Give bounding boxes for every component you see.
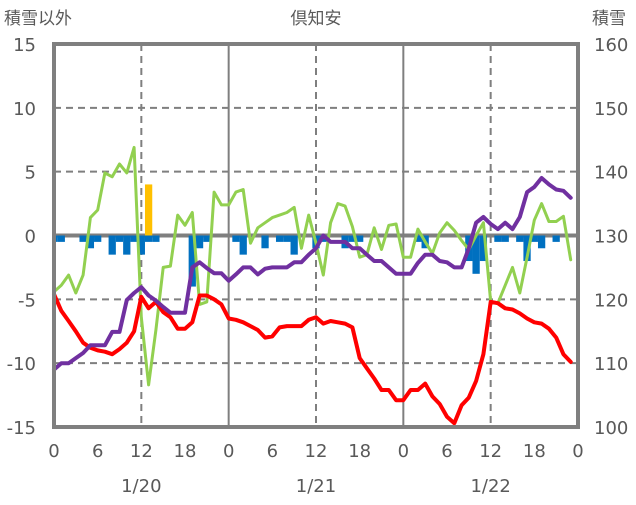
x-tick-label: 0	[572, 441, 583, 462]
date-label: 1/20	[121, 476, 161, 497]
x-tick-label: 6	[267, 441, 278, 462]
bar	[144, 235, 153, 242]
bar	[356, 235, 364, 242]
bar	[472, 235, 480, 274]
y-tick-label: 5	[25, 163, 36, 184]
bar	[530, 235, 538, 242]
x-tick-label: 6	[92, 441, 103, 462]
bar	[57, 235, 65, 242]
date-label: 1/21	[296, 476, 336, 497]
plot-border	[52, 42, 580, 429]
bar	[283, 235, 291, 242]
bar	[348, 235, 357, 242]
line-series	[52, 145, 573, 426]
bar	[188, 235, 196, 287]
bar	[152, 235, 160, 242]
y2-tick-label: 130	[594, 227, 628, 248]
x-tick-label: 0	[223, 441, 234, 462]
bar	[137, 235, 145, 255]
bar	[523, 235, 531, 262]
x-tick-label: 0	[398, 441, 409, 462]
x-tick-label: 12	[479, 441, 502, 462]
right-axis-title: 積雪	[592, 9, 626, 29]
bar	[79, 235, 87, 242]
date-label: 1/22	[470, 476, 510, 497]
bar	[552, 235, 560, 242]
y2-tick-label: 160	[594, 35, 628, 56]
bar	[232, 235, 240, 242]
y-tick-label: -5	[18, 290, 36, 311]
y2-tick-label: 100	[594, 418, 628, 439]
bar	[479, 235, 488, 262]
bar	[108, 235, 116, 255]
x-tick-label: 12	[130, 441, 153, 462]
y-tick-label: -10	[7, 354, 36, 375]
x-tick-label: 18	[523, 441, 546, 462]
series-line	[52, 292, 573, 426]
x-tick-label: 18	[174, 441, 197, 462]
y2-tick-label: 120	[594, 290, 628, 311]
bar	[275, 235, 284, 242]
y-tick-label: 15	[13, 35, 36, 56]
x-tick-label: 6	[441, 441, 452, 462]
bar	[537, 235, 546, 249]
bar	[239, 235, 247, 255]
bar	[123, 235, 131, 255]
y2-tick-label: 140	[594, 163, 628, 184]
bar	[203, 235, 211, 242]
y-tick-label: -15	[7, 418, 36, 439]
y-tick-label: 0	[25, 227, 36, 248]
x-tick-label: 12	[305, 441, 328, 462]
bar	[115, 235, 124, 242]
series-line	[52, 145, 573, 387]
y-tick-label: 10	[13, 99, 36, 120]
y2-tick-label: 150	[594, 99, 628, 120]
bar	[290, 235, 298, 255]
bar	[195, 235, 204, 249]
x-tick-label: 0	[48, 441, 59, 462]
bar	[144, 184, 153, 236]
y2-tick-label: 110	[594, 354, 628, 375]
bar	[494, 235, 502, 242]
left-axis-title: 積雪以外	[4, 9, 72, 29]
bar	[261, 235, 269, 249]
plot-frame	[52, 42, 580, 429]
bar	[414, 235, 422, 242]
bar	[130, 235, 138, 242]
bar	[86, 235, 95, 249]
chart-title: 倶知安	[291, 9, 342, 29]
x-tick-label: 18	[348, 441, 371, 462]
bar	[516, 235, 524, 242]
bar	[501, 235, 509, 242]
series-line	[52, 176, 573, 372]
bar	[94, 235, 102, 242]
